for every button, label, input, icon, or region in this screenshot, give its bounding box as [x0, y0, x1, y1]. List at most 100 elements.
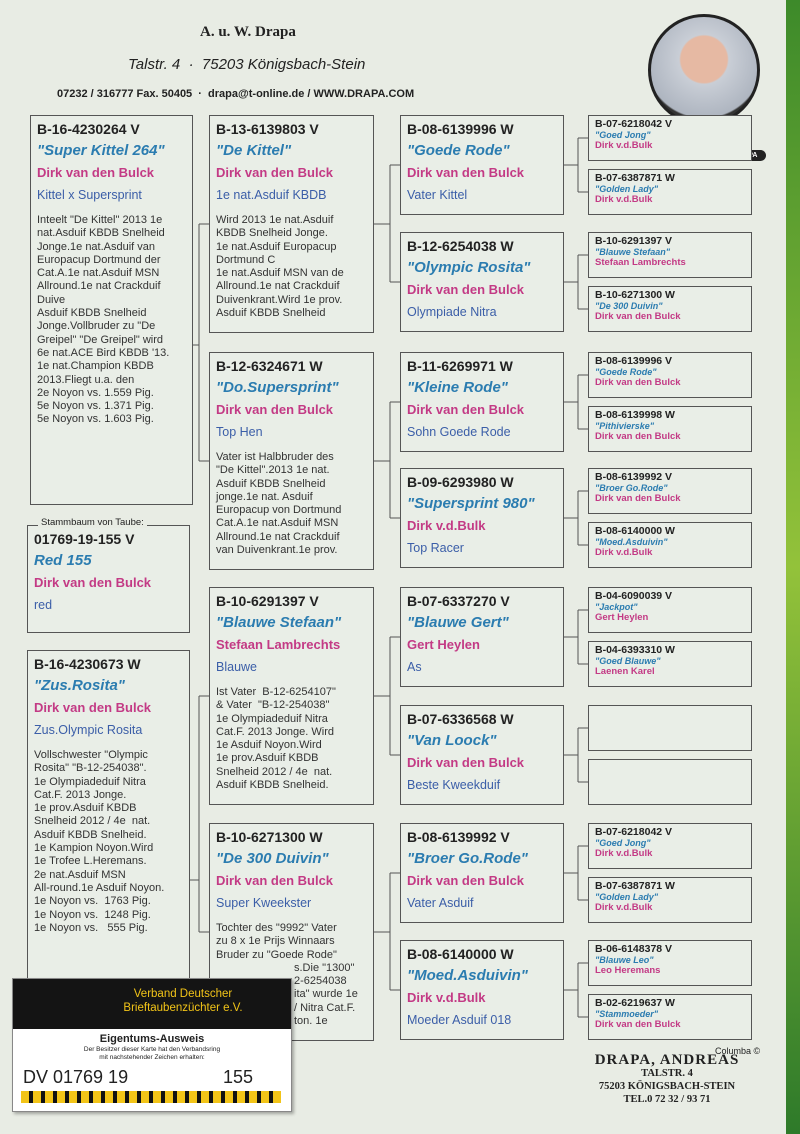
pigeon-name: "Broer Go.Rode" [407, 850, 528, 867]
note-line: ton. 1e [294, 1015, 328, 1028]
pigeon-box: B-16-4230264 V "Super Kittel 264" Dirk van… [30, 115, 193, 505]
ownership-card: Verband Deutscher Brieftaubenzüchter e.V.… [12, 978, 292, 1112]
pigeon-name: "Do.Supersprint" [216, 379, 339, 396]
pigeon-box: B-08-6139992 V "Broer Go.Rode" Dirk van de… [400, 823, 564, 923]
pigeon-box: B-08-6139998 W "Pithivierske" Dirk van den… [588, 406, 752, 452]
pigeon-name: "Blauwe Stefaan" [216, 614, 342, 631]
note-line: Greipel" "De Greipel" wird [37, 333, 164, 346]
pigeon-name: "Moed.Asduivin" [595, 537, 668, 547]
pigeon-breeder: Dirk van den Bulck [34, 700, 152, 715]
note-line: 1e prov.Asduif KBDB [216, 752, 319, 765]
pigeon-name: "Olympic Rosita" [407, 259, 531, 276]
note-line: 1e nat.Asduif MSN van de [216, 267, 344, 280]
note-line: 1e Olympiadeduif Nitra [34, 775, 146, 788]
pigeon-ring: B-10-6271300 W [595, 289, 675, 301]
pigeon-ring: B-08-6139992 V [407, 829, 510, 845]
note-line: Cat.F. 2013 Jonge. Wird [216, 725, 335, 738]
note-line: & Vater "B-12-254038" [216, 699, 330, 712]
pigeon-name: "Blauwe Stefaan" [595, 247, 671, 257]
pigeon-box: B-04-6393310 W "Goed Blauwe" Laenen Karel [588, 641, 752, 687]
note-line: Jonge.1e nat.Asduif van [37, 240, 156, 253]
pigeon-info: Vater Kittel [407, 188, 468, 202]
pigeon-breeder: Dirk van den Bulck [407, 873, 525, 888]
pigeon-box: B-02-6219637 W "Stammoeder" Dirk van den B… [588, 994, 752, 1040]
note-line: 2013.Fliegt u.a. den [37, 373, 135, 386]
note-line: nat.Asduif KBDB Snelheid [37, 227, 165, 240]
pigeon-name: "Goede Rode" [407, 142, 510, 159]
stamp-line: DRAPA, ANDREAS [594, 1052, 740, 1068]
pigeon-breeder: Dirk v.d.Bulk [407, 990, 486, 1005]
note-line: 5e Noyon vs. 1.603 Pig. [37, 413, 154, 426]
pigeon-box: B-07-6387871 W "Golden Lady" Dirk v.d.Bulk [588, 169, 752, 215]
card-stripe [21, 1091, 281, 1103]
note-line: Cat.A.1e nat.Asduif MSN [216, 517, 339, 530]
pigeon-breeder: Dirk v.d.Bulk [407, 518, 486, 533]
note-line: 1e Noyon vs. 1763 Pig. [34, 895, 151, 908]
note-line: Asduif KBDB Snelheid [216, 307, 326, 320]
card-title: Eigentums-Ausweis [99, 1033, 205, 1045]
card-header [13, 979, 291, 1029]
pigeon-ring: B-04-6393310 W [595, 644, 675, 656]
pigeon-ring: B-07-6218042 V [595, 118, 673, 130]
note-line: Cat.A.1e nat.Asduif MSN [37, 267, 160, 280]
pigeon-ring: B-16-4230264 V [37, 121, 140, 137]
note-line: Asduif KBDB Snelheid. [216, 779, 329, 792]
pigeon-ring: B-10-6291397 V [595, 235, 673, 247]
pigeon-ring: B-04-6090039 V [595, 590, 673, 602]
card-org-line: Verband Deutscher [133, 988, 233, 1000]
pigeon-ring: B-07-6387871 W [595, 880, 675, 892]
credit: Columba © [715, 1046, 761, 1056]
pigeon-breeder: Dirk v.d.Bulk [595, 902, 653, 913]
note-line: Wird 2013 1e nat.Asduif [216, 214, 334, 226]
stamp: DRAPA, ANDREAS TALSTR. 4 75203 KÖNIGSBAC… [574, 1052, 760, 1106]
note-line: KBDB Snelheid Jonge. [216, 227, 328, 240]
pigeon-box: B-07-6218042 V "Goed Jong" Dirk v.d.Bulk [588, 823, 752, 869]
pigeon-breeder: Dirk van den Bulck [407, 402, 525, 417]
note-line: ita" wurde 1e [294, 988, 358, 1001]
pigeon-box: B-07-6387871 W "Golden Lady" Dirk v.d.Bulk [588, 877, 752, 923]
owner-contact: 07232 / 316777 Fax. 50405 · drapa@t-onli… [57, 88, 415, 100]
stamp-line: TALSTR. 4 [641, 1068, 693, 1079]
pigeon-name: "Moed.Asduivin" [407, 967, 528, 984]
pigeon-info: As [407, 660, 422, 674]
card-text-line: mit nachstehender Zeichen erhalten: [99, 1054, 205, 1061]
owner-address: Talstr. 4 · 75203 Königsbach-Stein [128, 56, 366, 73]
pigeon-box: B-06-6148378 V "Blauwe Leo" Leo Heremans [588, 940, 752, 986]
pigeon-name: "Jackpot" [595, 602, 638, 612]
note-line: 1e Trofee L.Heremans. [34, 855, 147, 868]
pigeon-name: "Golden Lady" [595, 184, 659, 194]
card-ring: DV 01769 19 [23, 1067, 129, 1087]
ring-label: Stammbaum von Taube: [38, 517, 147, 528]
note-line: Allround.1e nat Crackduif [216, 530, 340, 543]
note-line: jonge.1e nat. Asduif [216, 490, 313, 503]
note-line: 2-6254038 [294, 975, 347, 988]
card-org-line: Brieftaubenzüchter e.V. [123, 1002, 243, 1014]
note-line: 5e Noyon vs. 1.371 Pig. [37, 400, 154, 413]
pigeon-info: Blauwe [216, 660, 257, 674]
pigeon-info: Beste Kweekduif [407, 778, 501, 792]
pigeon-name: "Zus.Rosita" [34, 677, 125, 694]
pigeon-box: B-08-6139996 V "Goede Rode" Dirk van den B… [588, 352, 752, 398]
pigeon-breeder: Gert Heylen [407, 637, 480, 652]
stamp-line: 75203 KÖNIGSBACH-STEIN [598, 1081, 736, 1092]
note-line: 1e Noyon vs. 555 Pig. [34, 921, 148, 934]
note-line: Europacup von Dortmund [216, 504, 342, 517]
pigeon-ring: B-08-6139996 W [407, 121, 514, 137]
note-line: / Nitra Cat.F. [294, 1001, 356, 1014]
note-line: 2e nat.Asduif MSN [34, 868, 126, 881]
pigeon-box [588, 759, 752, 805]
pigeon-ring: B-13-6139803 V [216, 121, 319, 137]
note-line: "De Kittel".2013 1e nat. [216, 464, 330, 477]
pigeon-breeder: Dirk v.d.Bulk [595, 140, 653, 151]
note-line: Tochter des "9992" Vater [216, 922, 337, 934]
pigeon-name: "Blauwe Gert" [407, 614, 509, 631]
pigeon-ring: B-10-6271300 W [216, 829, 323, 845]
note-line: Inteelt "De Kittel" 2013 1e [37, 214, 163, 226]
note-line: Asduif KBDB Snelheid [37, 307, 147, 320]
card-org: Verband Deutscher Brieftaubenzüchter e.V. [83, 987, 283, 1015]
pigeon-breeder: Dirk van den Bulck [595, 431, 681, 442]
pigeon-name: "Broer Go.Rode" [595, 483, 668, 493]
pigeon-info: Vater Asduif [407, 896, 474, 910]
pigeon-name: "Supersprint 980" [407, 495, 535, 512]
